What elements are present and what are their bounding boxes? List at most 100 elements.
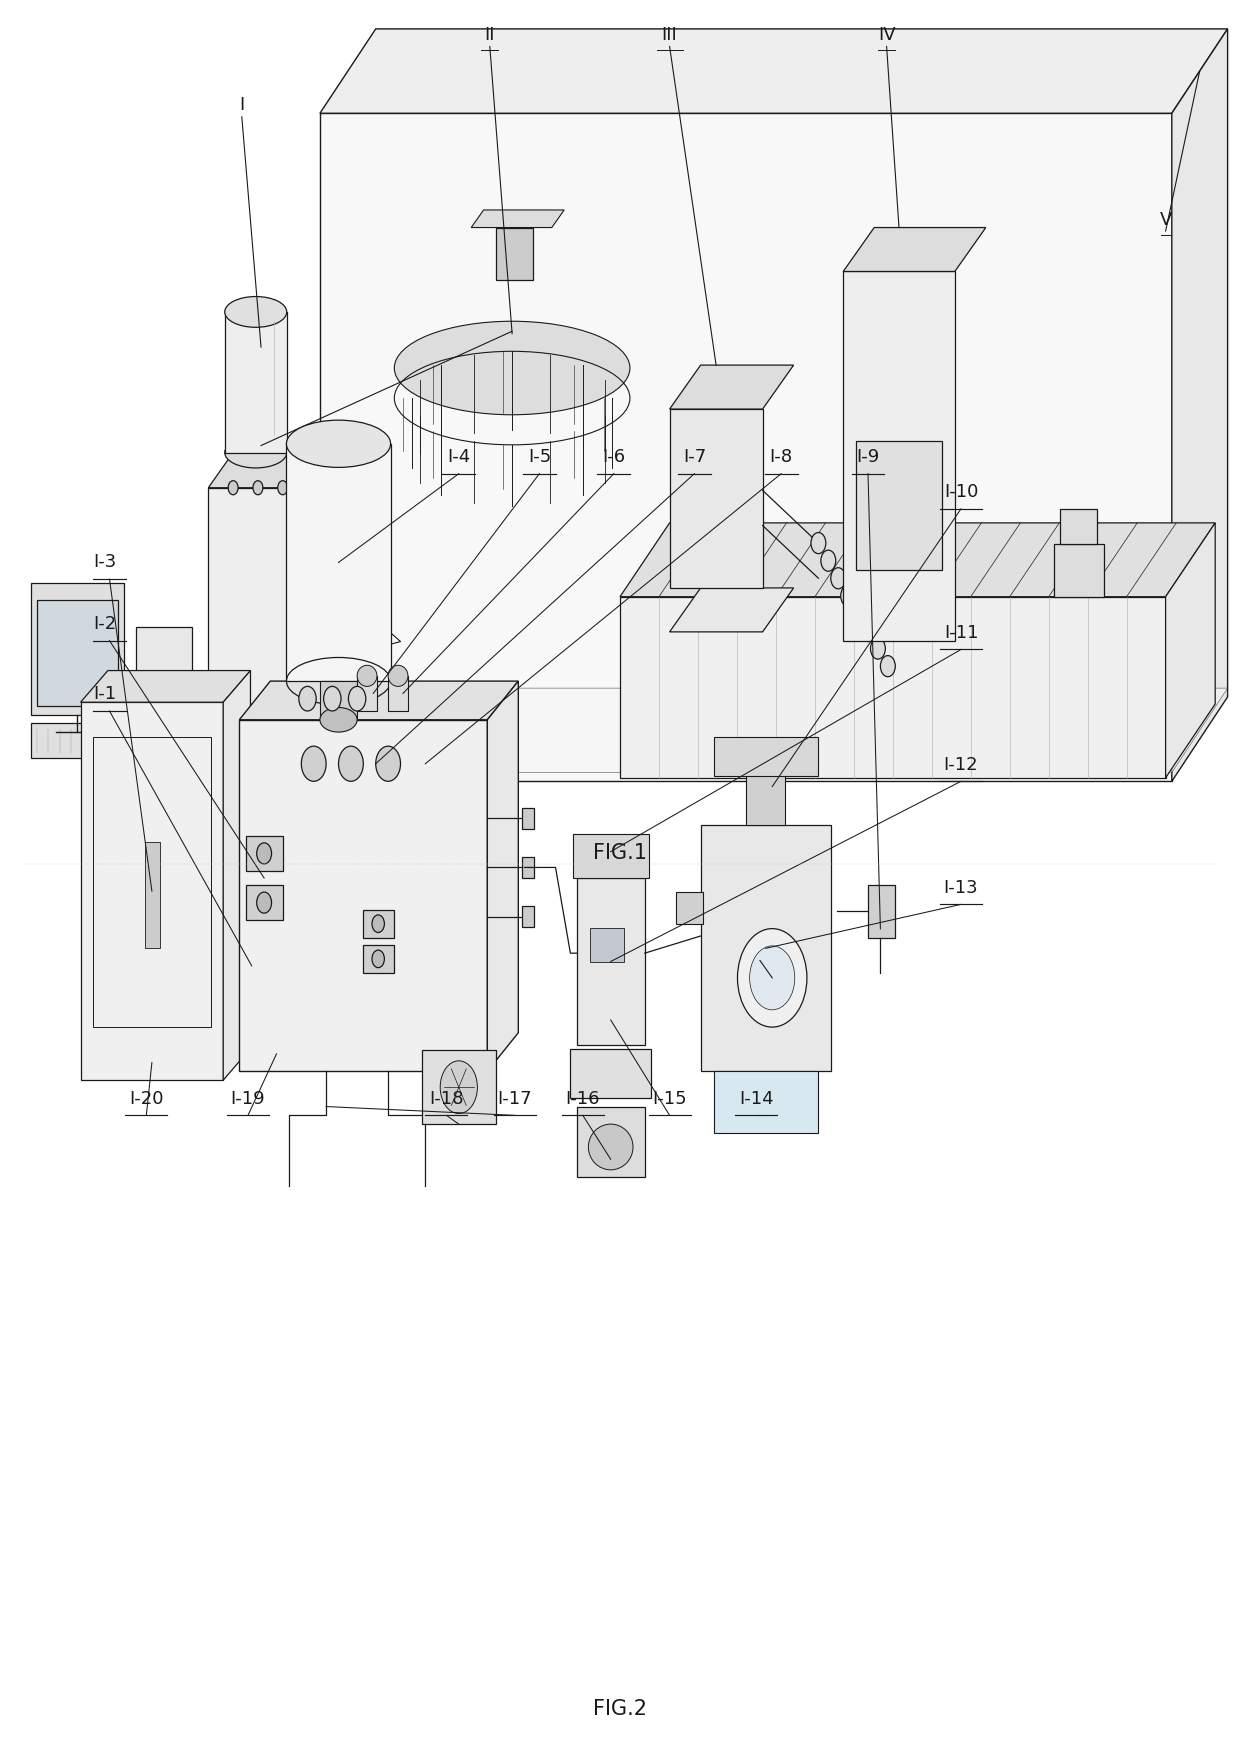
Polygon shape bbox=[670, 589, 794, 633]
Bar bbox=[1054, 545, 1104, 597]
Text: FIG.2: FIG.2 bbox=[593, 1697, 647, 1718]
Polygon shape bbox=[1172, 30, 1228, 782]
Text: I-4: I-4 bbox=[448, 448, 470, 466]
Ellipse shape bbox=[388, 666, 408, 687]
Polygon shape bbox=[239, 682, 518, 720]
Ellipse shape bbox=[286, 422, 391, 467]
Text: I-8: I-8 bbox=[770, 448, 792, 466]
Text: I-19: I-19 bbox=[231, 1089, 265, 1107]
Circle shape bbox=[750, 947, 795, 1010]
Polygon shape bbox=[208, 708, 339, 743]
Polygon shape bbox=[320, 114, 1172, 782]
Text: I: I bbox=[239, 97, 244, 114]
Bar bbox=[868, 886, 895, 938]
Bar bbox=[286, 445, 391, 682]
Text: I-12: I-12 bbox=[944, 756, 978, 773]
Circle shape bbox=[821, 552, 836, 573]
Bar bbox=[676, 893, 703, 924]
Polygon shape bbox=[239, 720, 487, 1072]
Bar bbox=[357, 676, 377, 712]
Text: I-10: I-10 bbox=[944, 483, 978, 501]
Circle shape bbox=[880, 655, 895, 676]
Circle shape bbox=[301, 747, 326, 782]
Circle shape bbox=[228, 481, 238, 495]
Text: I-18: I-18 bbox=[429, 1089, 464, 1107]
Circle shape bbox=[257, 843, 272, 864]
Ellipse shape bbox=[224, 297, 286, 329]
Text: I-15: I-15 bbox=[652, 1089, 687, 1107]
Circle shape bbox=[324, 687, 341, 712]
Polygon shape bbox=[1166, 524, 1215, 778]
Bar bbox=[143, 715, 167, 733]
Circle shape bbox=[257, 893, 272, 914]
Text: I-2: I-2 bbox=[93, 615, 117, 633]
Polygon shape bbox=[320, 30, 1228, 114]
Bar bbox=[670, 409, 763, 589]
Ellipse shape bbox=[357, 666, 377, 687]
Bar bbox=[93, 738, 211, 1028]
Bar bbox=[31, 583, 124, 715]
Bar bbox=[713, 738, 817, 777]
Polygon shape bbox=[620, 524, 1215, 597]
Text: I-1: I-1 bbox=[93, 685, 117, 703]
Bar bbox=[856, 441, 942, 571]
Bar bbox=[363, 910, 394, 938]
Polygon shape bbox=[208, 453, 339, 488]
Circle shape bbox=[339, 747, 363, 782]
Circle shape bbox=[811, 534, 826, 555]
Circle shape bbox=[372, 951, 384, 968]
Bar bbox=[522, 808, 534, 829]
Bar bbox=[496, 228, 533, 281]
Ellipse shape bbox=[320, 708, 357, 733]
Bar bbox=[136, 627, 192, 759]
Text: I-7: I-7 bbox=[683, 448, 706, 466]
Circle shape bbox=[861, 622, 875, 643]
Polygon shape bbox=[843, 228, 986, 272]
Bar bbox=[577, 878, 645, 1045]
Bar bbox=[570, 1049, 651, 1098]
Polygon shape bbox=[223, 671, 250, 1081]
Bar bbox=[320, 682, 357, 720]
Polygon shape bbox=[471, 211, 564, 228]
Circle shape bbox=[278, 481, 288, 495]
Bar bbox=[746, 773, 785, 826]
Bar bbox=[145, 843, 160, 949]
Bar bbox=[577, 1107, 645, 1177]
Text: IV: IV bbox=[878, 26, 895, 44]
Text: I-16: I-16 bbox=[565, 1089, 600, 1107]
Text: I-5: I-5 bbox=[528, 448, 551, 466]
Circle shape bbox=[440, 1061, 477, 1114]
Circle shape bbox=[841, 587, 856, 608]
Bar bbox=[246, 836, 283, 871]
Bar bbox=[388, 676, 408, 712]
Circle shape bbox=[738, 929, 807, 1028]
Text: I-14: I-14 bbox=[739, 1089, 774, 1107]
Bar bbox=[208, 488, 314, 708]
Bar bbox=[713, 1072, 817, 1133]
Bar bbox=[31, 724, 130, 759]
Text: I-3: I-3 bbox=[93, 553, 117, 571]
Text: FIG.1: FIG.1 bbox=[593, 842, 647, 863]
Polygon shape bbox=[81, 671, 250, 703]
Text: I-20: I-20 bbox=[129, 1089, 164, 1107]
Circle shape bbox=[376, 747, 401, 782]
Text: I-6: I-6 bbox=[603, 448, 625, 466]
Text: I-17: I-17 bbox=[497, 1089, 532, 1107]
Bar bbox=[843, 272, 955, 641]
Bar bbox=[363, 945, 394, 973]
Bar bbox=[590, 928, 625, 963]
Bar bbox=[573, 835, 649, 878]
Polygon shape bbox=[487, 682, 518, 1072]
Bar bbox=[246, 886, 283, 921]
Bar bbox=[522, 857, 534, 878]
Text: I-11: I-11 bbox=[944, 624, 978, 641]
Circle shape bbox=[851, 604, 866, 625]
Bar bbox=[37, 601, 118, 706]
Bar bbox=[224, 313, 286, 453]
Circle shape bbox=[299, 687, 316, 712]
Bar bbox=[422, 1051, 496, 1124]
Polygon shape bbox=[320, 689, 1228, 773]
Bar bbox=[1060, 510, 1097, 545]
Text: III: III bbox=[662, 26, 677, 44]
Ellipse shape bbox=[394, 322, 630, 415]
